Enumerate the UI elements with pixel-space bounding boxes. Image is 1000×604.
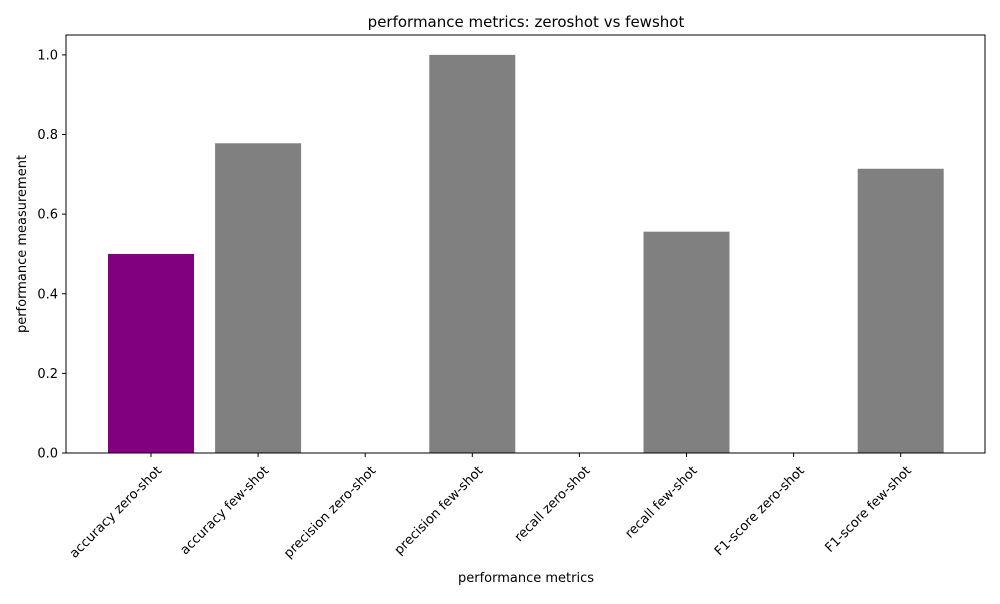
plot-frame <box>65 34 986 454</box>
x-axis-label: performance metrics <box>458 571 594 586</box>
y-tick-label: 0.8 <box>37 128 58 143</box>
bar-precision-few-shot <box>429 54 516 454</box>
bar-recall-few-shot <box>643 231 730 453</box>
bar-f1-score-few-shot <box>857 168 944 453</box>
bar-accuracy-zero-shot <box>108 253 194 453</box>
y-tick-label: 0.0 <box>37 447 58 462</box>
x-tick-label: F1-score zero-shot <box>712 463 808 559</box>
y-axis-label: performance measurement <box>15 155 30 333</box>
bars-layer <box>108 54 944 454</box>
y-tick-label: 1.0 <box>37 48 58 63</box>
x-tick-label: F1-score few-shot <box>822 463 914 555</box>
y-tick-label: 0.6 <box>37 208 58 223</box>
y-tick-label: 0.4 <box>37 287 58 302</box>
chart-title: performance metrics: zeroshot vs fewshot <box>368 13 685 31</box>
x-tick-label: precision few-shot <box>392 463 487 558</box>
x-tick-label: recall few-shot <box>622 463 700 541</box>
x-tick-label: accuracy few-shot <box>178 463 273 558</box>
y-tick-label: 0.2 <box>37 367 58 382</box>
x-tick-label: precision zero-shot <box>281 463 379 561</box>
x-tick-label: recall zero-shot <box>512 463 594 545</box>
x-axis: accuracy zero-shot accuracy few-shot preci… <box>67 453 915 561</box>
x-tick-label: accuracy zero-shot <box>67 463 165 561</box>
y-axis: 0.0 0.2 0.4 0.6 0.8 1.0 <box>37 48 66 462</box>
bar-accuracy-few-shot <box>215 143 302 453</box>
